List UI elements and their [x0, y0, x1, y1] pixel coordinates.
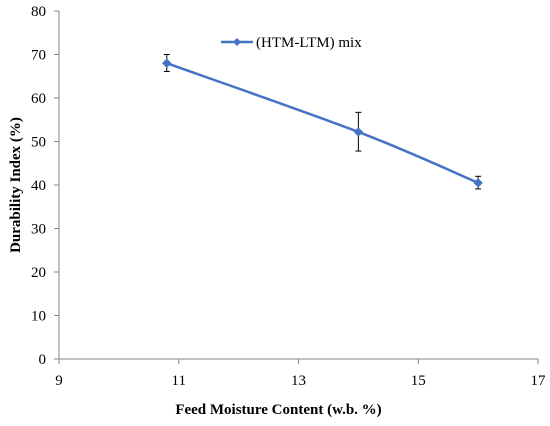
y-tick-label: 60 — [31, 91, 46, 107]
y-tick-label: 40 — [31, 178, 46, 194]
legend-marker-diamond — [233, 38, 241, 46]
data-point — [473, 178, 483, 188]
x-axis: 9 11 13 15 17 — [55, 358, 547, 389]
y-tick-label: 70 — [31, 48, 46, 64]
x-tick-label: 9 — [55, 373, 63, 389]
y-axis: 0 10 20 30 40 50 60 70 80 — [31, 4, 60, 368]
y-axis-title: Durability Index (%) — [8, 117, 24, 253]
series-line — [166, 62, 479, 184]
x-tick-label: 13 — [291, 373, 306, 389]
y-tick-label: 50 — [31, 135, 46, 151]
x-tick-label: 17 — [531, 373, 547, 389]
y-tick-label: 20 — [31, 265, 46, 281]
data-point — [162, 58, 172, 68]
legend: (HTM-LTM) mix — [221, 35, 362, 51]
series-layer — [162, 54, 483, 190]
x-axis-title: Feed Moisture Content (w.b. %) — [175, 402, 381, 418]
y-tick-label: 0 — [39, 352, 47, 368]
legend-label: (HTM-LTM) mix — [256, 35, 362, 51]
y-tick-label: 80 — [31, 4, 46, 20]
data-point — [353, 127, 364, 137]
x-tick-label: 11 — [172, 373, 186, 389]
y-tick-label: 10 — [31, 309, 46, 325]
y-tick-label: 30 — [31, 222, 46, 238]
x-tick-label: 15 — [411, 373, 426, 389]
